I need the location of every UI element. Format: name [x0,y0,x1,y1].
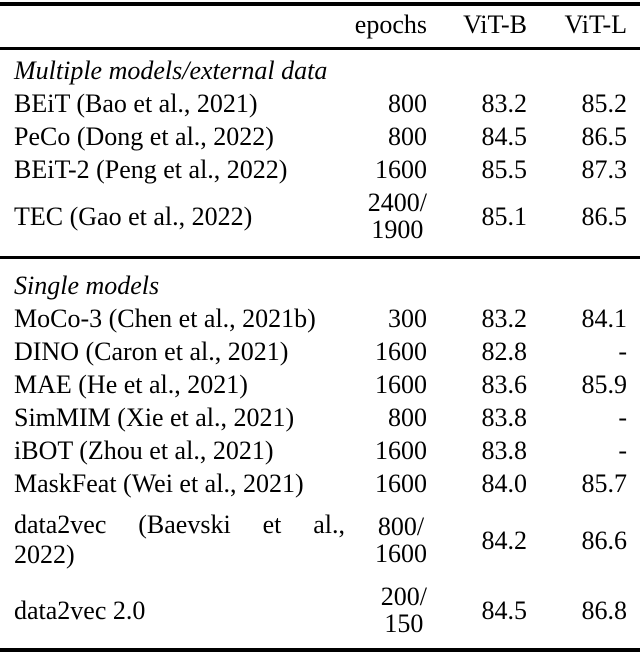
vitb-score-cell: 84.2 [481,525,528,555]
epochs-line: 150 [384,609,424,638]
col-header-vitb: ViT-B [463,10,527,39]
vitl-score-cell: 86.5 [581,122,628,151]
model-cell: PeCo (Dong et al., 2022) [14,122,274,151]
epochs-line: 800/ [377,512,425,541]
epochs-cell: 1600 [375,155,427,184]
model-cell: MaskFeat (Wei et al., 2021) [14,469,304,498]
vitl-score-cell: 85.9 [581,370,628,399]
table-row: data2vec (Baevski et al., 2022) 800/1600 84… [0,500,640,580]
vitb-score-cell: 83.2 [481,89,528,118]
vitb-score-cell: 85.5 [481,155,528,184]
model-cell: iBOT (Zhou et al., 2021) [14,436,274,465]
model-cell: data2vec 2.0 [14,595,146,625]
table-row: data2vec 2.0 200/150 84.5 86.8 [0,580,640,650]
vitl-score-cell: - [618,403,627,432]
model-cell: SimMIM (Xie et al., 2021) [14,403,295,432]
section-multiple-models: Multiple models/external data BEiT (Bao e… [0,49,640,258]
table-header: epochs ViT-B ViT-L [0,4,640,49]
vitl-score-cell: - [618,337,627,366]
table-row: MAE (He et al., 2021) 1600 83.6 85.9 [0,368,640,401]
epochs-cell: 800/1600 [345,500,427,580]
model-cell: TEC (Gao et al., 2022) [14,201,253,231]
epochs-cell: 200/150 [345,580,427,650]
table-row: MaskFeat (Wei et al., 2021) 1600 84.0 85.7 [0,467,640,500]
epochs-cell: 800 [388,403,427,432]
section-title-row: Single models [0,258,640,303]
vitl-score-cell: 86.6 [581,525,628,555]
col-header-epochs: epochs [354,10,427,39]
vitl-score-cell: 85.2 [581,89,628,118]
vitb-score-cell: 83.8 [481,403,528,432]
vitb-score-cell: 83.2 [481,304,528,333]
vitb-score-cell: 82.8 [481,337,528,366]
section-title: Single models [14,271,160,300]
epochs-line: 200/ [380,582,427,611]
table-row: PeCo (Dong et al., 2022) 800 84.5 86.5 [0,120,640,153]
col-header-vitl: ViT-L [564,10,627,39]
section-single-models: Single models MoCo-3 (Chen et al., 2021b)… [0,258,640,651]
model-cell: DINO (Caron et al., 2021) [14,337,289,366]
vitb-score-cell: 83.6 [481,370,528,399]
epochs-cell: 1600 [375,337,427,366]
model-cell: data2vec (Baevski et al., 2022) [0,500,345,580]
model-line: 2022) [14,540,75,569]
epochs-cell: 2400/1900 [345,186,427,258]
vitl-score-cell: 85.7 [581,469,628,498]
vitl-score-cell: - [618,436,627,465]
vitl-score-cell: 86.5 [581,201,628,231]
epochs-cell: 800 [388,89,427,118]
vitb-score-cell: 84.0 [481,469,528,498]
table-row: DINO (Caron et al., 2021) 1600 82.8 - [0,335,640,368]
table-row: MoCo-3 (Chen et al., 2021b) 300 83.2 84.1 [0,302,640,335]
vitl-score-cell: 87.3 [581,155,628,184]
table-row: BEiT-2 (Peng et al., 2022) 1600 85.5 87.3 [0,153,640,186]
table-row: SimMIM (Xie et al., 2021) 800 83.8 - [0,401,640,434]
table-row: iBOT (Zhou et al., 2021) 1600 83.8 - [0,434,640,467]
epochs-line: 2400/ [367,188,427,217]
model-cell: MAE (He et al., 2021) [14,370,248,399]
header-row: epochs ViT-B ViT-L [0,4,640,49]
epochs-cell: 1600 [375,370,427,399]
section-title-row: Multiple models/external data [0,49,640,88]
epochs-stacked-value: 200/150 [381,583,427,637]
section-title: Multiple models/external data [14,56,328,85]
vitl-score-cell: 86.8 [581,595,628,625]
epochs-line: 1600 [375,539,427,568]
epochs-cell: 1600 [375,469,427,498]
epochs-stacked-value: 2400/1900 [368,189,427,243]
epochs-line: 1900 [371,215,424,244]
epochs-cell: 1600 [375,436,427,465]
table-row: TEC (Gao et al., 2022) 2400/1900 85.1 86.5 [0,186,640,258]
epochs-cell: 300 [388,304,427,333]
col-header-model-empty [0,4,345,49]
model-cell: BEiT-2 (Peng et al., 2022) [14,155,288,184]
model-cell: MoCo-3 (Chen et al., 2021b) [14,304,316,333]
vitb-score-cell: 83.8 [481,436,528,465]
model-cell: BEiT (Bao et al., 2021) [14,89,258,118]
vitl-score-cell: 84.1 [581,304,628,333]
model-line: data2vec (Baevski et al., [14,510,345,539]
epochs-cell: 800 [388,122,427,151]
table-row: BEiT (Bao et al., 2021) 800 83.2 85.2 [0,87,640,120]
vitb-score-cell: 84.5 [481,122,528,151]
vitb-score-cell: 85.1 [481,201,528,231]
epochs-stacked-value: 800/1600 [375,513,427,567]
vitb-score-cell: 84.5 [481,595,528,625]
